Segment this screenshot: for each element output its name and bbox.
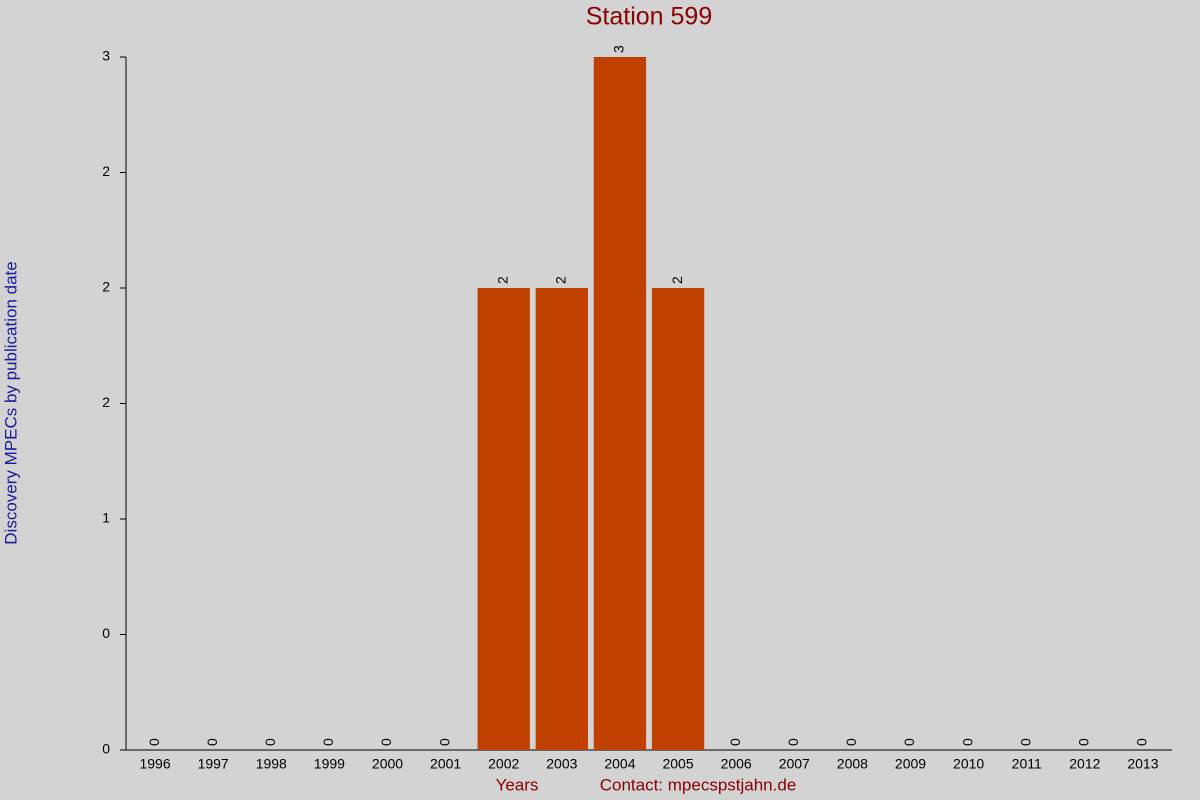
x-tick-label: 2013 [1127,756,1158,772]
y-tick-label: 1 [102,510,110,526]
x-tick-label: 2002 [488,756,519,772]
x-tick-label: 2003 [546,756,577,772]
x-tick-label: 2004 [604,756,635,772]
bar [593,57,647,750]
x-tick-label: 2005 [662,756,693,772]
x-tick-label: 2010 [953,756,984,772]
value-label: 0 [436,738,452,746]
value-label: 0 [1134,738,1150,746]
x-tick-label: 1998 [256,756,287,772]
x-tick-label: 2001 [430,756,461,772]
value-label: 0 [204,738,220,746]
value-label: 2 [553,276,569,284]
value-label: 0 [727,738,743,746]
y-tick-label: 2 [102,394,110,410]
value-label: 2 [669,276,685,284]
value-label: 0 [320,738,336,746]
x-tick-label: 2012 [1069,756,1100,772]
x-tick-label: 2006 [721,756,752,772]
y-tick-label: 0 [102,625,110,641]
value-label: 0 [146,738,162,746]
y-axis-label: Discovery MPECs by publication date [1,261,20,544]
value-label: 0 [901,738,917,746]
value-label: 0 [959,738,975,746]
y-tick-label: 2 [102,163,110,179]
annotation: Contact: mpecspstjahn.de [600,775,797,794]
value-label: 0 [1076,738,1092,746]
chart-title: Station 599 [586,3,713,31]
x-tick-label: 2008 [837,756,868,772]
bar [535,288,588,750]
value-label: 0 [785,738,801,746]
x-tick-label: 1996 [139,756,170,772]
x-axis-label: Years [496,775,539,794]
y-tick-label: 0 [102,741,110,757]
x-tick-label: 2011 [1012,756,1042,772]
value-label: 2 [494,276,510,284]
x-tick-label: 2009 [895,756,926,772]
value-label: 0 [1017,738,1033,746]
value-label: 0 [843,738,859,746]
value-label: 0 [262,738,278,746]
bar [651,288,705,750]
value-label: 0 [378,738,394,746]
x-tick-label: 1997 [198,756,229,772]
x-tick-label: 2007 [779,756,810,772]
y-tick-label: 2 [102,279,110,295]
y-tick-label: 3 [102,48,110,64]
x-tick-label: 2000 [372,756,403,772]
value-label: 3 [611,45,627,53]
x-tick-label: 1999 [314,756,345,772]
bar [477,288,530,750]
